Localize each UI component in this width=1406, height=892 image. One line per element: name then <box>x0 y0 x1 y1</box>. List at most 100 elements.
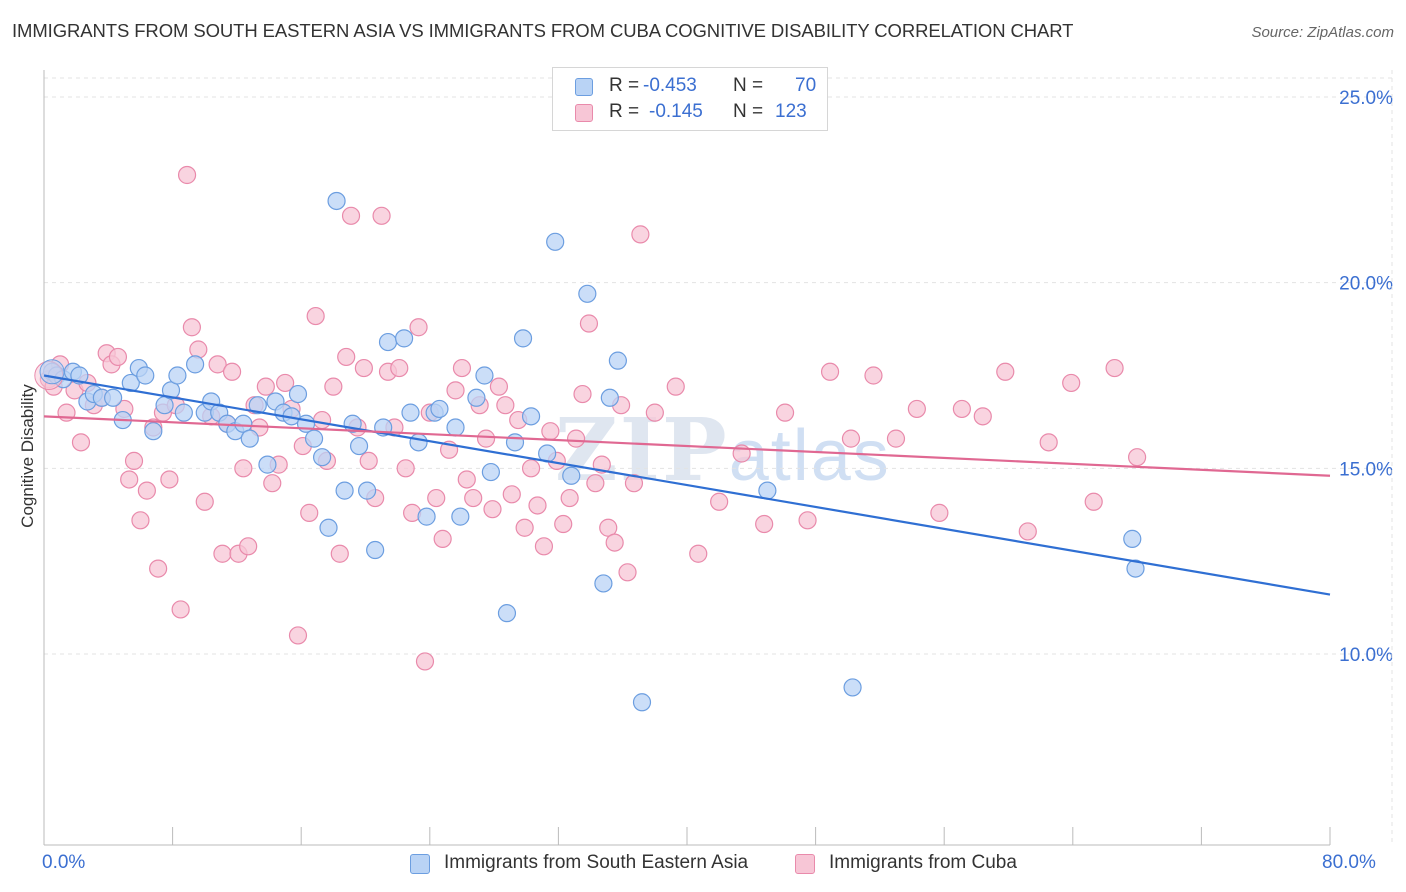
point-cuba <box>427 488 446 508</box>
point-cuba <box>433 529 452 548</box>
point-cuba <box>71 433 91 452</box>
point-cuba <box>573 384 592 404</box>
x-tick-label-min: 0.0% <box>42 852 86 873</box>
point-cuba <box>222 362 242 381</box>
point-cuba <box>631 225 650 244</box>
point-cuba <box>483 500 502 519</box>
point-cuba <box>618 563 637 582</box>
point-cuba <box>137 481 156 500</box>
point-south-eastern-asia <box>451 507 470 526</box>
point-south-eastern-asia <box>327 191 346 211</box>
point-cuba <box>1018 522 1037 541</box>
point-south-eastern-asia <box>578 284 597 303</box>
point-south-eastern-asia <box>417 507 436 526</box>
point-cuba <box>666 377 685 396</box>
point-south-eastern-asia <box>594 574 613 593</box>
point-south-eastern-asia-cluster <box>39 359 65 385</box>
point-south-eastern-asia <box>312 448 332 467</box>
point-cuba <box>645 403 664 422</box>
point-cuba <box>1039 433 1058 452</box>
point-cuba <box>195 492 214 511</box>
point-south-eastern-asia <box>174 403 193 422</box>
point-south-eastern-asia <box>758 481 777 500</box>
point-cuba <box>120 470 139 489</box>
point-south-eastern-asia <box>240 429 259 448</box>
point-cuba <box>330 544 349 563</box>
legend-swatch-blue <box>410 854 430 874</box>
point-cuba <box>182 318 201 337</box>
point-south-eastern-asia <box>401 403 420 422</box>
point-cuba <box>566 429 586 448</box>
point-cuba <box>263 474 282 493</box>
point-cuba <box>396 459 415 478</box>
point-south-eastern-asia <box>513 329 533 348</box>
point-cuba <box>689 544 708 563</box>
legend-label: Immigrants from South Eastern Asia <box>444 852 749 873</box>
point-cuba <box>534 537 554 556</box>
point-cuba <box>489 377 509 396</box>
point-cuba <box>605 533 624 552</box>
point-south-eastern-asia <box>562 466 581 485</box>
point-cuba <box>1127 448 1147 467</box>
point-south-eastern-asia <box>136 366 155 385</box>
point-south-eastern-asia <box>104 388 123 407</box>
point-cuba <box>446 381 465 400</box>
point-cuba <box>415 652 435 671</box>
y-tick-label: 10.0% <box>1339 645 1393 666</box>
point-south-eastern-asia <box>394 329 414 348</box>
point-cuba <box>239 537 258 556</box>
point-cuba <box>996 362 1015 381</box>
point-south-eastern-asia <box>258 455 277 474</box>
point-cuba <box>864 366 883 385</box>
point-cuba <box>464 488 483 508</box>
point-cuba <box>554 514 573 534</box>
point-cuba <box>452 358 472 378</box>
series-legend: Immigrants from South Eastern Asia Immig… <box>0 852 1406 878</box>
point-south-eastern-asia <box>600 388 619 407</box>
point-cuba <box>256 377 275 396</box>
point-south-eastern-asia <box>304 429 324 448</box>
point-cuba <box>907 399 926 419</box>
trend-line-south-eastern-asia <box>43 374 1331 596</box>
point-cuba <box>300 503 319 522</box>
point-south-eastern-asia <box>144 422 163 441</box>
legend-r-value: -0.453 <box>643 75 697 96</box>
legend-n-value: 123 <box>775 101 807 122</box>
legend-n-label: N = <box>733 75 764 96</box>
point-south-eastern-asia <box>366 540 385 560</box>
point-cuba <box>560 488 579 508</box>
legend-r-label: R = <box>609 75 640 96</box>
point-south-eastern-asia <box>121 373 140 393</box>
point-south-eastern-asia <box>467 388 486 407</box>
point-cuba <box>798 511 817 530</box>
point-south-eastern-asia <box>497 604 517 623</box>
point-cuba <box>312 410 332 430</box>
point-south-eastern-asia <box>1123 529 1142 548</box>
point-south-eastern-asia <box>288 384 308 404</box>
point-cuba <box>324 377 343 396</box>
point-south-eastern-asia <box>248 396 267 415</box>
point-south-eastern-asia <box>409 433 428 452</box>
point-cuba <box>359 451 378 471</box>
trend-line-cuba <box>43 415 1331 477</box>
point-cuba <box>124 451 144 471</box>
point-cuba <box>409 318 428 337</box>
point-south-eastern-asia <box>378 332 398 352</box>
point-cuba <box>457 470 476 489</box>
point-south-eastern-asia <box>1126 559 1145 578</box>
point-south-eastern-asia <box>349 436 369 456</box>
x-tick-label-max: 80.0% <box>1322 852 1376 873</box>
legend-swatch-pink <box>795 854 815 874</box>
legend-swatch-pink <box>575 104 593 122</box>
point-cuba <box>624 474 644 493</box>
point-south-eastern-asia <box>446 418 465 437</box>
legend-n-label: N = <box>733 101 764 122</box>
legend-label: Immigrants from Cuba <box>829 852 1017 873</box>
point-cuba <box>171 600 190 619</box>
y-axis-label: Cognitive Disability <box>18 384 37 528</box>
point-south-eastern-asia <box>168 366 187 385</box>
legend-r-label: R = <box>609 101 640 122</box>
point-cuba <box>189 340 208 359</box>
point-south-eastern-asia <box>430 399 449 419</box>
